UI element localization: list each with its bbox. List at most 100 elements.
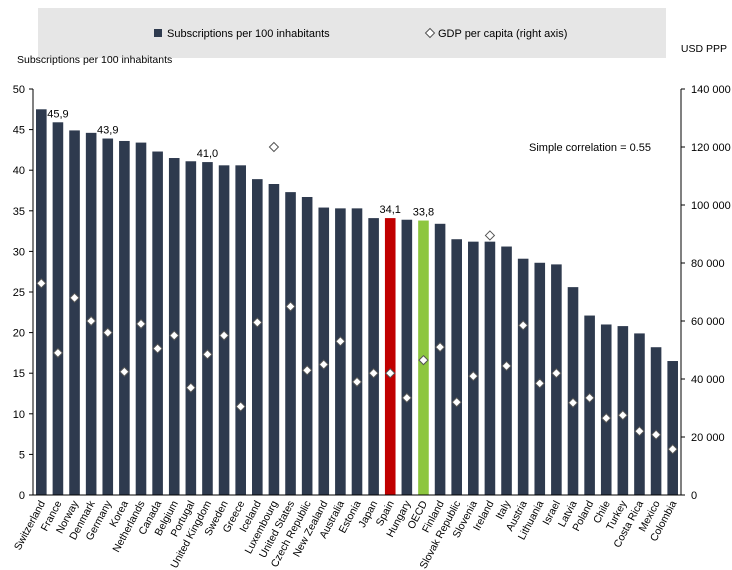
gdp-point [69,292,80,304]
bar [102,138,114,496]
gdp-point [301,365,313,376]
gdp-point [135,318,147,330]
right-tick-label: 140 000 [691,84,731,96]
bar [584,315,595,495]
left-tick-label: 25 [13,287,25,299]
gdp-point [584,392,595,404]
gdp-point [102,327,113,338]
right-axis-title: USD PPP [681,43,727,55]
gdp-point [551,367,562,379]
bar [268,184,280,495]
gdp-point [318,359,329,370]
category-labels: SwitzerlandFranceNorwayDenmarkGermanyKor… [12,498,680,570]
gdp-point [285,301,296,312]
right-tick-label: 80 000 [691,258,725,270]
gdp-point [517,320,529,331]
gdp-point [185,382,197,393]
bar [168,158,180,495]
gdp-point [351,376,363,388]
left-tick-label: 5 [19,449,25,461]
legend-bar-label: Subscriptions per 100 inhabitants [167,28,330,40]
bar [119,140,130,495]
bar [335,208,346,495]
gdp-point [235,401,246,412]
data-label: 41,0 [197,148,218,160]
bar [252,179,263,495]
bar [318,207,330,495]
gdp-point [401,392,413,404]
gdp-point [268,141,280,153]
legend-diamond-marker [424,27,436,39]
legend-diamond-label: GDP per capita (right axis) [438,28,567,40]
right-tick-label: 20 000 [691,432,725,444]
right-tick-label: 100 000 [691,200,731,212]
bar [434,223,446,496]
bar [484,241,496,495]
data-label: 45,9 [47,108,68,120]
right-tick-label: 60 000 [691,316,725,328]
data-labels: 45,9 43,9 41,0 34,1 33,8 [47,108,434,218]
bar [401,219,413,495]
bar [285,192,296,495]
bar [650,347,662,495]
gdp-point [534,378,545,389]
gdp-point [368,367,379,379]
gdp-point [169,330,180,341]
gdp-point [567,397,579,408]
legend-bar-marker [154,29,162,37]
bar [351,208,363,495]
data-label: 43,9 [97,125,118,137]
gdp-point [634,425,645,437]
bar [567,287,579,495]
bar [301,196,313,495]
left-axis: 0 5 10 15 20 25 30 35 40 45 50 [13,84,33,502]
right-axis: 0 20 000 40 000 60 000 80 000 100 000 120 000 1… [681,84,731,502]
gdp-point [52,347,64,359]
correlation-annotation: Simple correlation = 0.55 [529,142,651,154]
left-tick-label: 45 [13,125,25,137]
gdp-point [202,349,213,360]
gdp-point [468,370,479,382]
legend-box [38,8,666,58]
bar [235,165,246,495]
bar [451,239,462,495]
gdp-point [650,429,662,440]
gdp-point [85,315,97,327]
gdp-point [252,317,263,328]
data-label: 34,1 [380,204,401,216]
bar [218,165,230,495]
right-tick-label: 120 000 [691,142,731,154]
gdp-point [484,230,496,241]
left-tick-label: 35 [13,206,25,218]
gdp-point [119,366,130,377]
bar-series [36,109,678,496]
gdp-point [667,443,678,455]
gdp-point [434,341,446,353]
left-tick-label: 15 [13,368,25,380]
left-tick-label: 40 [13,165,25,177]
bar [185,161,197,495]
bar [384,218,396,495]
bar [600,324,612,495]
gdp-point [218,330,230,341]
gdp-point [601,412,612,424]
bar [36,109,47,496]
left-tick-label: 10 [13,409,25,421]
gdp-point [152,343,163,354]
bar [152,151,163,496]
bar [517,258,529,495]
gdp-point [335,336,346,347]
gdp-point [451,396,462,408]
left-tick-label: 0 [19,490,25,502]
gdp-point [418,354,429,366]
gdp-point [501,360,512,372]
bar [85,132,97,495]
right-tick-label: 0 [691,490,697,502]
bar [368,218,379,495]
gdp-point [36,278,47,289]
bar [69,130,80,496]
left-axis-title: Subscriptions per 100 inhabitants [17,54,172,66]
gdp-point [385,367,396,379]
data-label: 33,8 [413,207,434,219]
